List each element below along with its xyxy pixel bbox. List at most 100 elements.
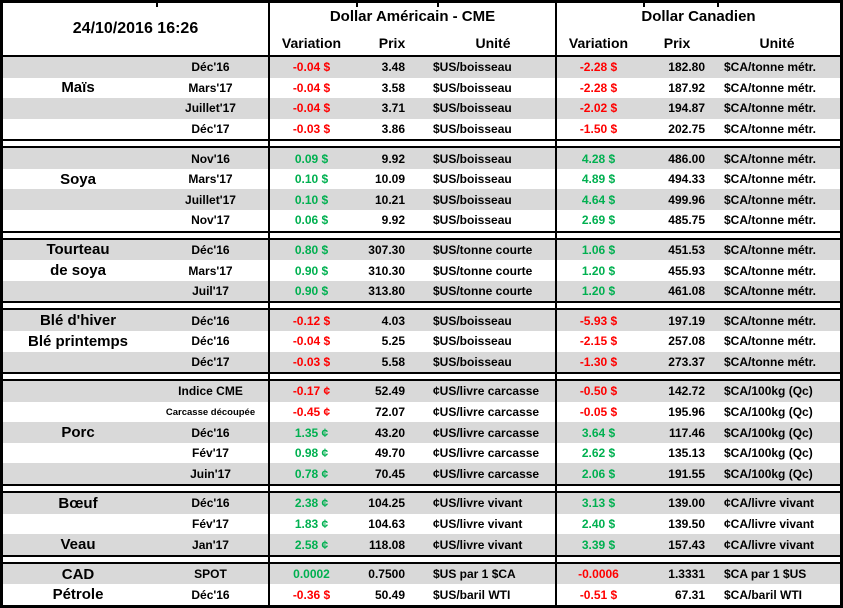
us-unit-cell: $US/boisseau [433,334,512,349]
contract-cell: Juillet'17 [185,101,236,116]
us-unit-cell: $US/tonne courte [433,242,533,257]
section-spacer [3,230,840,240]
ca-price-cell: 455.93 [668,263,705,278]
ca-unit-cell: ¢CA/livre vivant [724,516,815,531]
us-unit-cell: ¢US/livre carcasse [433,384,540,399]
ca-variation-cell: -0.05 $ [555,401,640,423]
contract-cell: Nov'17 [191,213,230,228]
ca-unit-column-header: Unité [759,34,795,51]
table-row: Bœuf Déc'16 2.38 ¢ 104.25 ¢US/livre vivant 3.… [3,493,840,514]
us-price-cell: 10.21 [374,192,405,207]
ca-variation-cell: 2.40 $ [555,513,640,535]
ca-variation-cell: -2.28 $ [555,77,640,99]
us-unit-cell: ¢US/livre carcasse [433,425,540,440]
ca-dollar-section-title: Dollar Canadien [555,3,840,30]
table-row: de soya Mars'17 0.90 $ 310.30 $US/tonne cour… [3,260,840,281]
contract-cell: Déc'16 [191,242,230,257]
section-spacer [3,484,840,494]
us-variation-cell: -0.04 $ [268,77,353,99]
us-price-cell: 43.20 [374,425,405,440]
us-variation-cell: -0.04 $ [268,98,353,119]
us-variation-cell: -0.04 $ [268,330,353,352]
ca-price-cell: 273.37 [668,354,705,369]
us-unit-cell: $US/boisseau [433,313,512,328]
table-row: Indice CME -0.17 ¢ 52.49 ¢US/livre carcasse… [3,381,840,402]
us-price-cell: 72.07 [374,405,405,420]
ca-unit-cell: $CA/100kg (Qc) [724,466,813,481]
us-price-cell: 3.58 [381,80,405,95]
spacer-segment [555,232,840,238]
contract-cell: Mars'17 [188,172,233,187]
ca-variation-cell: 4.28 $ [555,148,640,169]
us-unit-cell: ¢US/livre vivant [433,496,523,511]
ca-variation-cell: -5.93 $ [555,310,640,331]
us-unit-cell: $US/baril WTI [433,587,511,602]
spacer-segment [3,233,268,238]
category-cell: de soya [50,262,106,280]
table-section: Tourteau Déc'16 0.80 $ 307.30 $US/tonne cour… [3,239,840,302]
ca-unit-cell: $CA/tonne métr. [724,213,817,228]
table-row: Veau Jan'17 2.58 ¢ 118.08 ¢US/livre vivant 3.… [3,534,840,555]
category-cell [3,463,153,484]
ca-unit-cell: $CA/100kg (Qc) [724,405,813,420]
category-cell: Blé printemps [27,332,129,350]
us-variation-cell: 0.90 $ [268,280,353,302]
category-cell: CAD [61,565,95,583]
us-unit-cell: $US/boisseau [433,151,512,166]
table-row: Tourteau Déc'16 0.80 $ 307.30 $US/tonne cour… [3,239,840,261]
section-spacer [3,372,840,382]
ca-unit-cell: $CA/100kg (Qc) [724,425,813,440]
category-cell [3,281,153,302]
ca-variation-cell: -2.15 $ [555,330,640,352]
contract-cell: Déc'16 [191,334,230,349]
spacer-segment [555,141,840,147]
ca-unit-cell: $CA/tonne métr. [724,284,817,299]
category-cell: Veau [60,536,96,554]
ca-price-cell: 182.80 [668,60,705,75]
us-unit-cell: ¢US/livre carcasse [433,446,540,461]
ca-unit-cell: ¢CA/livre vivant [724,496,815,511]
table-section: CAD SPOT 0.0002 0.7500 $US par 1 $CA -0.0006 1… [3,563,840,605]
ca-price-cell: 461.08 [668,284,705,299]
us-unit-cell: ¢US/livre vivant [433,516,523,531]
us-unit-cell: $US par 1 $CA [433,567,516,582]
ca-unit-cell: $CA/tonne métr. [724,263,817,278]
contract-cell: Déc'16 [191,425,230,440]
table-row: Juillet'17 -0.04 $ 3.71 $US/boisseau -2.02 $… [3,98,840,119]
gridline-tick [717,3,719,7]
ca-unit-cell: $CA/tonne métr. [724,242,817,257]
ca-unit-cell: $CA/tonne métr. [724,151,817,166]
us-price-cell: 310.30 [368,263,405,278]
ca-price-cell: 499.96 [668,192,705,207]
contract-cell: Juin'17 [190,466,231,481]
us-unit-cell: $US/boisseau [433,172,512,187]
ca-price-cell: 486.00 [668,151,705,166]
table-row: Nov'17 0.06 $ 9.92 $US/boisseau 2.69 $ 485.75… [3,210,840,231]
ca-price-cell: 257.08 [668,334,705,349]
us-price-cell: 5.58 [381,354,405,369]
contract-cell: SPOT [194,567,227,582]
ca-price-cell: 194.87 [668,101,705,116]
us-price-cell: 49.70 [374,446,405,461]
table-section: Nov'16 0.09 $ 9.92 $US/boisseau 4.28 $ 486.00… [3,148,840,231]
table-header: 24/10/2016 16:26 Dollar Américain - CME … [3,3,840,57]
category-cell [3,119,153,140]
category-cell: Bœuf [58,494,98,512]
us-variation-cell: -0.17 ¢ [268,381,353,402]
ca-unit-cell: $CA/100kg (Qc) [724,384,813,399]
us-price-cell: 104.63 [368,516,405,531]
us-variation-cell: -0.36 $ [268,584,353,605]
ca-variation-cell: 2.69 $ [555,210,640,231]
ca-variation-cell: -0.0006 [555,563,640,585]
ca-unit-cell: $CA/tonne métr. [724,80,817,95]
ca-variation-cell: -0.51 $ [555,584,640,605]
ca-price-cell: 157.43 [668,537,705,552]
spacer-segment [3,141,268,146]
ca-price-cell: 197.19 [668,313,705,328]
contract-cell: Juil'17 [192,284,229,299]
table-row: Fév'17 0.98 ¢ 49.70 ¢US/livre carcasse 2.62 … [3,442,840,464]
ca-unit-cell: $CA/tonne métr. [724,313,817,328]
spacer-segment [3,486,268,491]
ca-variation-cell: 2.06 $ [555,463,640,485]
us-price-cell: 118.08 [368,537,405,552]
